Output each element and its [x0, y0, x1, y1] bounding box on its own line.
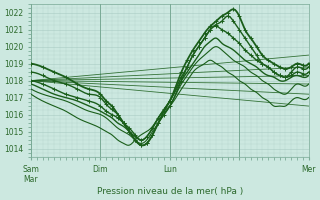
X-axis label: Pression niveau de la mer( hPa ): Pression niveau de la mer( hPa ): [97, 187, 243, 196]
